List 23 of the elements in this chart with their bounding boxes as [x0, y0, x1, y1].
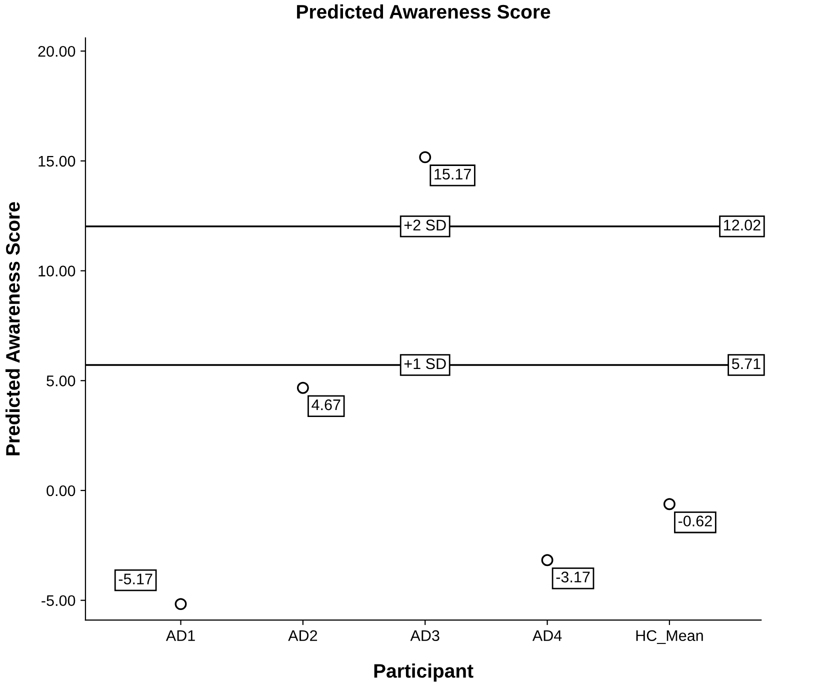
- y-axis-title: Predicted Awareness Score: [6, 202, 20, 456]
- y-tick-label: 0.00: [46, 485, 76, 496]
- x-tick-label: AD4: [532, 630, 562, 641]
- x-tick-label: AD2: [288, 630, 318, 641]
- x-tick-label: AD1: [166, 630, 195, 641]
- y-tick-label: 5.00: [46, 375, 76, 386]
- y-tick-label: 20.00: [38, 46, 76, 57]
- data-label: 4.67: [312, 399, 340, 410]
- data-label: 15.17: [434, 168, 471, 180]
- y-tick-label: 15.00: [38, 156, 76, 167]
- y-tick-label: -5.00: [42, 595, 76, 606]
- annotation: 5.71: [732, 358, 760, 370]
- chart-title: Predicted Awareness Score: [297, 4, 550, 19]
- ref-line-label: +2 SD: [404, 220, 446, 230]
- annotation: 12.02: [724, 220, 760, 230]
- x-tick-label: AD3: [410, 630, 440, 642]
- data-label: -3.17: [556, 572, 590, 582]
- x-axis-title: Participant: [374, 664, 474, 682]
- data-label: -0.62: [678, 516, 712, 526]
- y-tick-label: 10.00: [38, 266, 76, 276]
- ref-line-label: +1 SD: [404, 358, 446, 370]
- data-label: -5.17: [118, 574, 152, 584]
- x-tick-label: HC_Mean: [636, 630, 703, 644]
